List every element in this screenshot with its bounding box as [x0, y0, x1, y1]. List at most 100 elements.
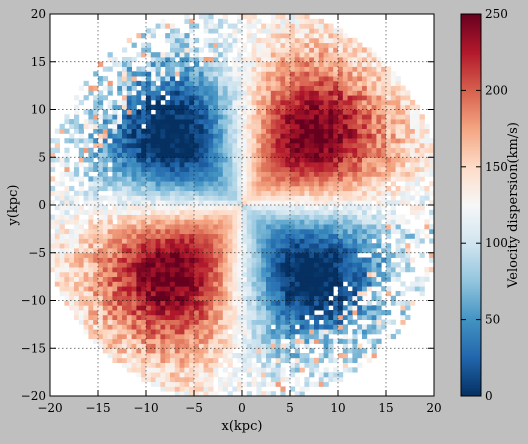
heatmap-cell [314, 338, 320, 344]
heatmap-cell [78, 281, 84, 287]
heatmap-cell [285, 99, 291, 106]
heatmap-cell [74, 109, 80, 115]
heatmap-cell [222, 56, 228, 63]
heatmap-cell [304, 305, 310, 311]
heatmap-cell [342, 200, 348, 206]
heatmap-cell [376, 224, 382, 230]
heatmap-cell [237, 104, 243, 110]
heatmap-cell [323, 33, 329, 39]
heatmap-cell [59, 214, 65, 220]
heatmap-cell [136, 99, 142, 106]
heatmap-cell [266, 200, 272, 206]
heatmap-cell [246, 66, 252, 72]
heatmap-cell [165, 353, 171, 359]
heatmap-cell [131, 319, 137, 325]
heatmap-cell [242, 104, 248, 110]
heatmap-cell [414, 171, 420, 177]
heatmap-cell [93, 104, 99, 110]
heatmap-cell [285, 343, 291, 349]
heatmap-cell [93, 300, 99, 306]
heatmap-cell [318, 138, 324, 144]
heatmap-cell [237, 190, 243, 196]
heatmap-cell [232, 286, 238, 292]
heatmap-cell [357, 190, 363, 196]
heatmap-cell [59, 200, 65, 206]
heatmap-cell [318, 300, 324, 306]
heatmap-cell [227, 343, 233, 349]
heatmap-cell [338, 85, 344, 91]
heatmap-cell [246, 195, 252, 201]
heatmap-cell [78, 181, 84, 187]
heatmap-cell [222, 61, 228, 67]
heatmap-cell [237, 262, 243, 268]
heatmap-cell [93, 123, 99, 129]
heatmap-cell [386, 247, 392, 254]
heatmap-cell [323, 23, 329, 29]
heatmap-cell [170, 262, 176, 268]
heatmap-cell [256, 99, 262, 106]
heatmap-cell [285, 209, 291, 215]
heatmap-cell [194, 391, 200, 397]
heatmap-cell [93, 305, 99, 311]
heatmap-cell [328, 33, 334, 39]
heatmap-cell [256, 85, 262, 91]
heatmap-cell [280, 310, 286, 316]
heatmap-cell [155, 200, 161, 206]
heatmap-cell [242, 348, 248, 354]
heatmap-cell [88, 243, 94, 249]
heatmap-cell [386, 147, 392, 153]
heatmap-cell [213, 95, 219, 101]
heatmap-cell [198, 329, 204, 335]
heatmap-cell [64, 238, 70, 244]
heatmap-cell [256, 123, 262, 129]
heatmap-cell [342, 195, 348, 201]
heatmap-cell [318, 281, 324, 287]
heatmap-cell [246, 329, 252, 335]
heatmap-cell [280, 71, 286, 77]
heatmap-cell [270, 99, 276, 106]
heatmap-cell [237, 290, 243, 297]
heatmap-cell [131, 224, 137, 230]
heatmap-cell [165, 23, 171, 29]
heatmap-cell [160, 333, 166, 340]
heatmap-cell [194, 305, 200, 311]
heatmap-cell [184, 152, 190, 158]
heatmap-cell [304, 343, 310, 349]
heatmap-cell [400, 123, 406, 129]
heatmap-cell [309, 52, 315, 58]
heatmap-cell [150, 233, 156, 239]
heatmap-cell [213, 90, 219, 96]
heatmap-cell [189, 381, 195, 387]
heatmap-cell [170, 147, 176, 153]
heatmap-cell [122, 233, 128, 239]
heatmap-cell [342, 228, 348, 235]
heatmap-cell [227, 228, 233, 235]
heatmap-cell [165, 209, 171, 215]
heatmap-cell [189, 300, 195, 306]
heatmap-cell [194, 324, 200, 330]
heatmap-cell [429, 252, 435, 258]
heatmap-cell [405, 252, 411, 258]
heatmap-cell [222, 71, 228, 77]
heatmap-cell [222, 109, 228, 115]
heatmap-cell [136, 33, 142, 39]
heatmap-cell [347, 66, 353, 72]
heatmap-cell [285, 176, 291, 182]
heatmap-cell [347, 166, 353, 172]
heatmap-cell [174, 243, 180, 249]
heatmap-cell [342, 286, 348, 292]
heatmap-cell [146, 195, 152, 201]
heatmap-cell [347, 238, 353, 244]
heatmap-cell [261, 262, 267, 268]
heatmap-cell [165, 152, 171, 158]
heatmap-cell [266, 238, 272, 244]
heatmap-cell [237, 90, 243, 96]
heatmap-cell [323, 314, 329, 320]
heatmap-cell [266, 119, 272, 125]
heatmap-cell [342, 147, 348, 153]
heatmap-cell [261, 362, 267, 368]
heatmap-cell [246, 190, 252, 196]
heatmap-cell [160, 329, 166, 335]
heatmap-cell [414, 238, 420, 244]
heatmap-cell [318, 171, 324, 177]
